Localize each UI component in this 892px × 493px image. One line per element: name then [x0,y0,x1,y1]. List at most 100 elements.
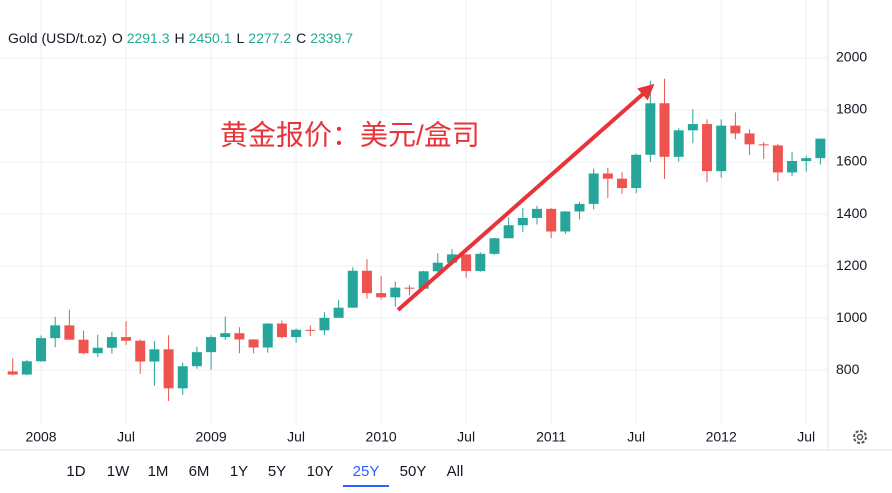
candle-body [276,323,287,338]
candle-body [758,144,769,146]
x-tick-label: 2010 [366,429,397,445]
candle-body [687,124,698,131]
candle-body [248,339,259,348]
candle-body [446,254,457,263]
range-button[interactable]: 50Y [400,463,427,480]
candle-body [291,329,302,338]
grid [0,0,828,425]
candle-body [574,203,585,212]
range-toolbar: 1D 1W 1M 6M 1Y 5Y 10Y 25Y 50Y All [66,463,463,487]
candle-body [730,125,741,134]
candle-body [673,130,684,157]
candle-body [702,124,713,172]
candle-body [461,254,472,272]
candle-body [121,337,132,341]
candle-body [333,307,344,318]
y-tick-label: 2000 [836,49,867,65]
range-button[interactable]: 5Y [268,463,286,480]
candle-body [489,238,500,254]
y-tick-label: 1400 [836,205,867,221]
candle-body [531,208,542,218]
candle-body [347,270,358,308]
candle-body [659,103,670,157]
y-tick-label: 1600 [836,153,867,169]
x-tick-label: 2011 [536,429,566,445]
legend-header: Gold (USD/t.oz) O 2291.3 H 2450.1 L 2277.2 C 233… [8,30,353,46]
arrow [396,83,655,312]
candle-body [404,287,415,289]
candle-body [149,349,160,362]
ohlc-label: H [175,30,185,46]
candle-body [602,173,613,179]
settings-icon[interactable] [853,430,867,444]
candle-body [92,347,103,354]
candle-body [305,329,316,331]
candle-body [801,158,812,162]
y-tick-label: 1000 [836,309,867,325]
candle-body [418,271,429,289]
candle-body [716,125,727,172]
candle-body [78,339,89,354]
y-tick-label: 1200 [836,257,867,273]
candle-body [815,138,826,159]
range-button[interactable]: 10Y [307,463,334,480]
ohlc-value: 2291.3 [127,30,170,46]
x-tick-label: 2008 [25,429,56,445]
x-tick-label: Jul [627,429,645,445]
y-tick-label: 1800 [836,101,867,117]
x-tick-label: Jul [797,429,815,445]
range-button[interactable]: 25Y [353,463,380,480]
candles [7,78,826,402]
candle-body [376,293,387,298]
x-tick-label: Jul [287,429,305,445]
candle-body [631,154,642,189]
candle-body [21,361,32,375]
range-selected-underline [343,485,389,487]
y-tick-label: 800 [836,361,860,377]
candle-body [645,103,656,155]
candle-body [787,161,798,173]
range-button[interactable]: 1W [107,463,130,480]
candle-body [560,211,571,232]
x-tick-label: Jul [457,429,475,445]
ohlc-label: C [296,30,306,46]
range-button[interactable]: All [447,463,464,480]
candle-body [36,338,47,362]
candle-body [50,325,61,339]
range-button[interactable]: 1Y [230,463,248,480]
candle-body [546,208,557,232]
symbol: Gold (USD/t.oz) [8,30,107,46]
candle-body [64,325,75,340]
candle-body [163,349,174,389]
candle-body [319,317,330,331]
candle-body [220,333,231,338]
range-button[interactable]: 6M [189,463,210,480]
candle-body [517,217,528,226]
candle-body [135,340,146,362]
range-button[interactable]: 1M [148,463,169,480]
x-tick-label: 2012 [706,429,737,445]
ohlc-label: O [112,30,123,46]
candle-body [177,366,188,389]
ohlc-value: 2277.2 [248,30,291,46]
candle-body [744,133,755,145]
candle-body [617,178,628,189]
candle-body [262,323,273,348]
candle-body [772,145,783,173]
x-tick-label: 2009 [196,429,227,445]
x-tick-label: Jul [117,429,135,445]
annotation: 黄金报价：美元/盒司 [220,119,480,150]
candle-body [432,262,443,272]
candle-body [106,337,117,348]
candle-body [475,253,486,272]
candle-body [234,333,245,340]
ohlc-label: L [236,30,244,46]
candle-body [191,352,202,367]
candle-body [390,287,401,298]
candle-body [588,173,599,204]
candle-body [503,225,514,239]
ohlc-value: 2450.1 [189,30,232,46]
range-button[interactable]: 1D [66,463,85,480]
candle-body [206,337,217,353]
